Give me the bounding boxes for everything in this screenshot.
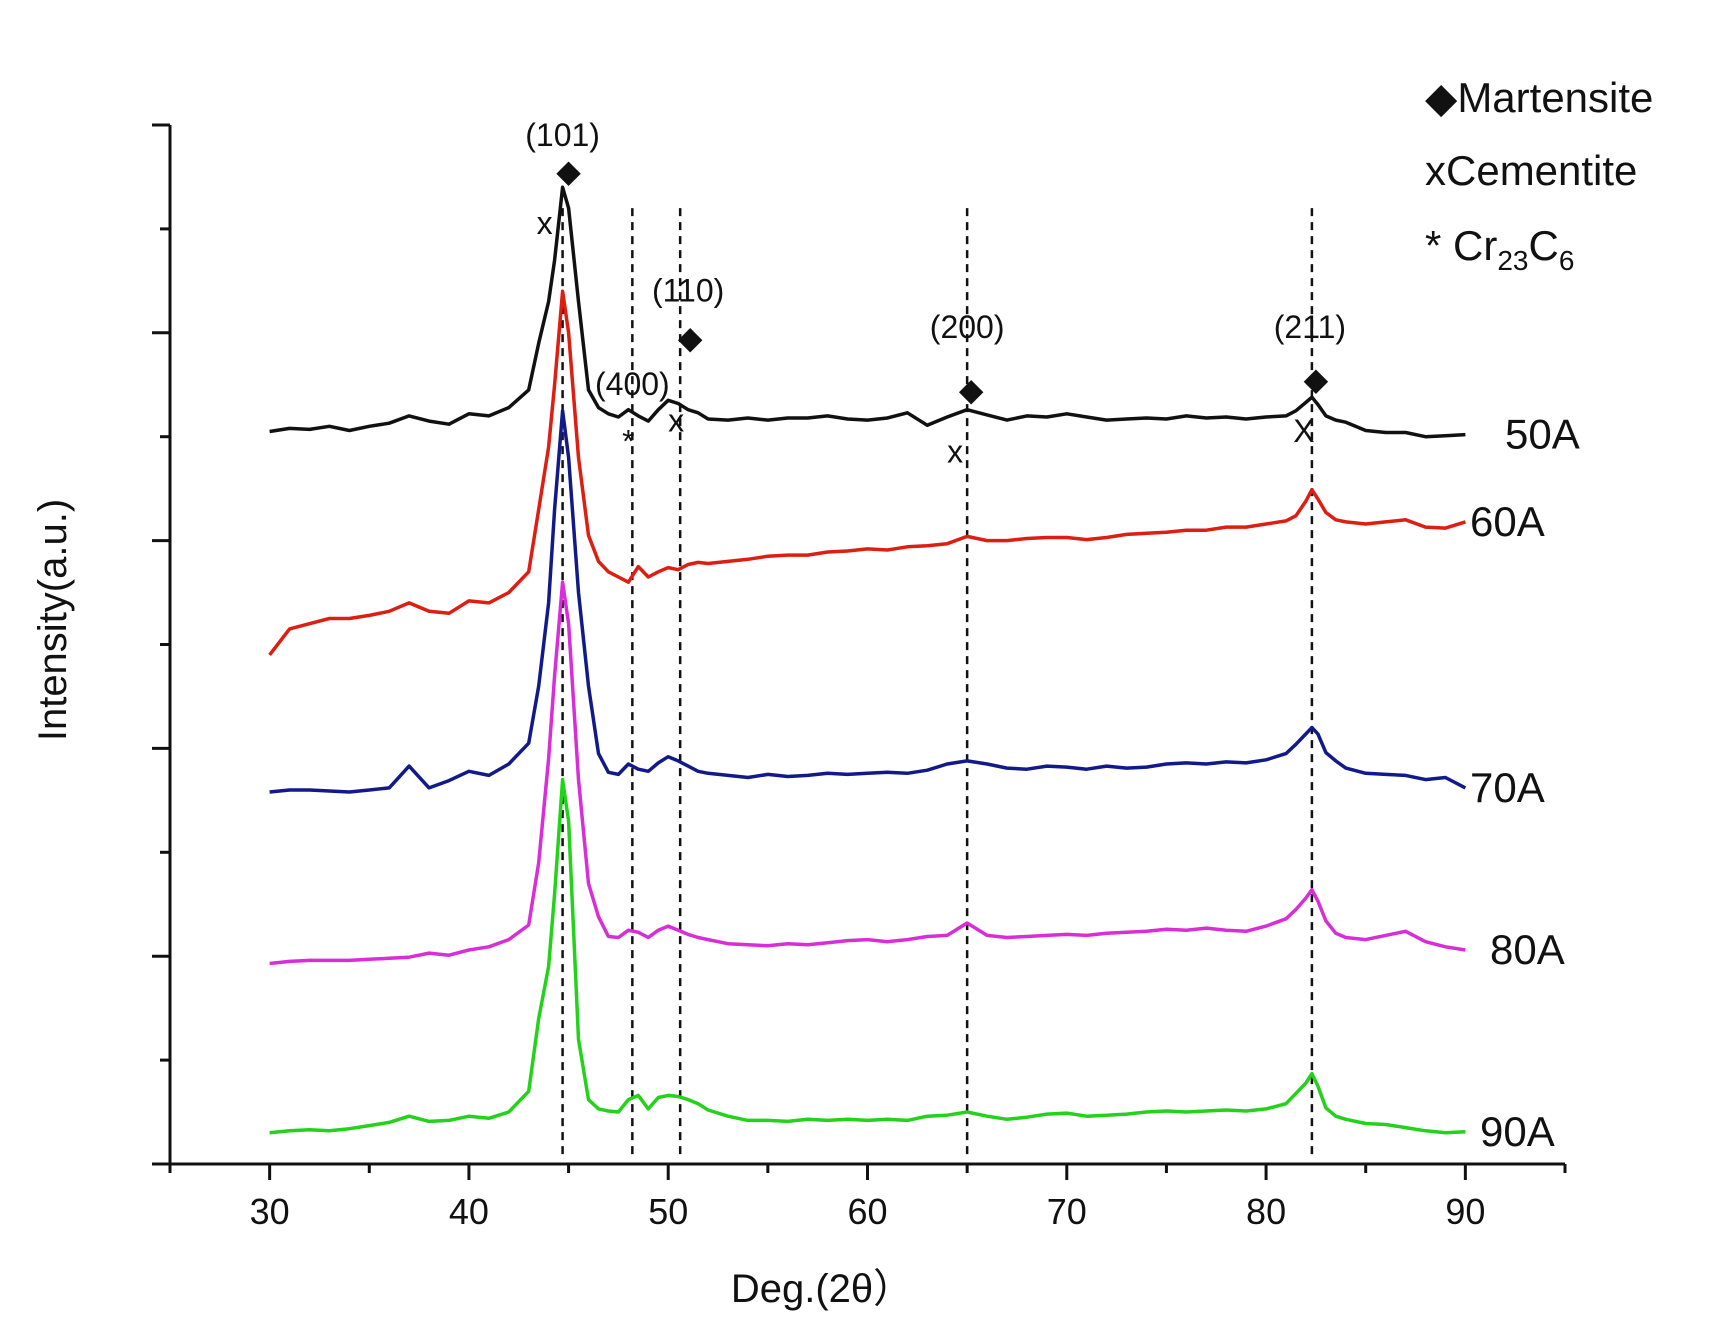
legend-entry: ◆Martensite <box>1425 74 1653 121</box>
legend-label: Martensite <box>1457 74 1653 121</box>
cr23c6-marker: * <box>622 423 634 459</box>
martensite-marker: ◆ <box>959 371 984 407</box>
x-tick-label: 80 <box>1246 1191 1286 1232</box>
y-axis-title: Intensity(a.u.) <box>31 499 75 741</box>
series-label-70A: 70A <box>1470 764 1545 811</box>
legend-subscript: 23 <box>1497 245 1528 276</box>
cementite-marker: X <box>1293 413 1314 449</box>
series-labels: 50A 60A 70A 80A 90A <box>1470 411 1580 1155</box>
x-tick-label: 50 <box>648 1191 688 1232</box>
x-tick-label: 70 <box>1047 1191 1087 1232</box>
legend-label: Cr <box>1441 222 1497 269</box>
legend-symbol: x <box>1425 147 1446 194</box>
phase-markers: ◆x◆*x◆x◆X <box>537 153 1329 470</box>
peak-label: (400) <box>595 366 670 402</box>
martensite-marker: ◆ <box>678 319 703 355</box>
peak-label: (211) <box>1274 309 1346 345</box>
series-group <box>268 185 1467 1135</box>
series-label-80A: 80A <box>1490 926 1565 973</box>
x-ticks: 30 40 50 60 70 80 90 <box>168 1164 1567 1232</box>
series-label-50A: 50A <box>1505 411 1580 458</box>
martensite-marker: ◆ <box>556 153 581 189</box>
martensite-marker: ◆ <box>1304 361 1329 397</box>
series-line-70A <box>269 408 1467 794</box>
legend-subscript: 6 <box>1559 245 1575 276</box>
x-axis-title: Deg.(2θ） <box>731 1267 913 1311</box>
x-tick-label: 60 <box>847 1191 887 1232</box>
peak-label: (200) <box>930 309 1005 345</box>
peak-label: (101) <box>525 117 600 153</box>
legend-symbol: ◆ <box>1425 74 1458 121</box>
cementite-marker: x <box>537 205 553 241</box>
series-line-50A <box>269 185 1466 439</box>
legend-label-tail: C <box>1529 222 1559 269</box>
series-label-90A: 90A <box>1480 1108 1555 1155</box>
legend-entry: * Cr23C6 <box>1425 222 1574 276</box>
x-tick-label: 30 <box>250 1191 290 1232</box>
legend-entry: xCementite <box>1425 147 1637 194</box>
series-line-80A <box>269 580 1466 966</box>
peak-label: (110) <box>652 273 724 309</box>
legend-symbol: * <box>1425 222 1441 269</box>
x-tick-label: 90 <box>1445 1191 1485 1232</box>
cementite-marker: x <box>668 403 684 439</box>
y-ticks <box>152 123 170 1166</box>
series-line-60A <box>268 289 1466 656</box>
series-label-60A: 60A <box>1470 498 1545 545</box>
peak-labels: (101) (400) (110) (200) (211) <box>525 117 1346 402</box>
axes: 30 40 50 60 70 80 90 <box>152 123 1567 1232</box>
reference-lines <box>561 208 1314 1158</box>
series-line-90A <box>269 777 1466 1135</box>
legend-label: Cementite <box>1446 147 1637 194</box>
x-tick-label: 40 <box>449 1191 489 1232</box>
cementite-marker: x <box>947 434 963 470</box>
